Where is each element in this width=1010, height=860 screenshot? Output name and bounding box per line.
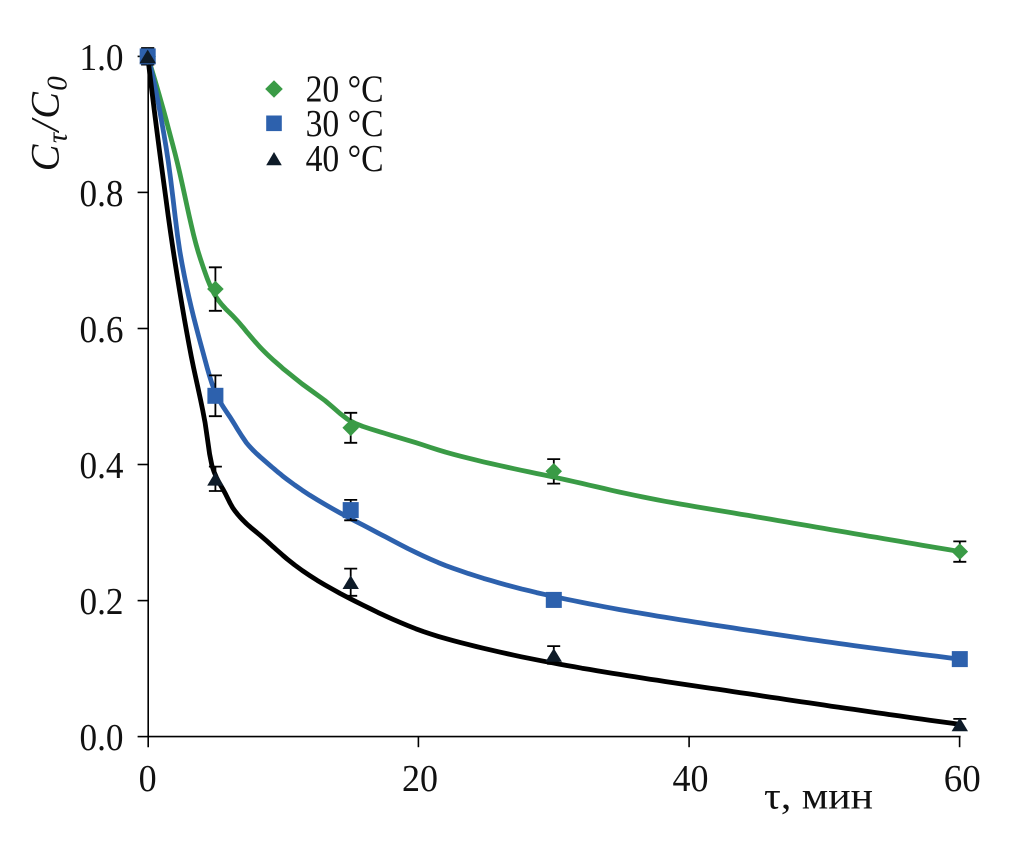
svg-text:20 °C: 20 °C — [306, 69, 384, 111]
svg-text:0.0: 0.0 — [80, 717, 124, 759]
svg-text:1.0: 1.0 — [80, 37, 124, 79]
svg-text:0: 0 — [139, 758, 157, 800]
svg-text:0.2: 0.2 — [80, 581, 124, 623]
svg-text:30 °C: 30 °C — [306, 103, 384, 145]
svg-text:40: 40 — [673, 758, 709, 800]
svg-text:0.6: 0.6 — [80, 309, 124, 351]
svg-text:40 °C: 40 °C — [306, 138, 384, 180]
svg-text:20: 20 — [402, 758, 438, 800]
svg-text:60: 60 — [944, 758, 981, 800]
svg-text:τ, мин: τ, мин — [764, 775, 873, 817]
svg-text:0.4: 0.4 — [80, 445, 124, 487]
svg-text:Cτ/C0: Cτ/C0 — [22, 75, 73, 171]
svg-text:0.8: 0.8 — [80, 173, 124, 215]
